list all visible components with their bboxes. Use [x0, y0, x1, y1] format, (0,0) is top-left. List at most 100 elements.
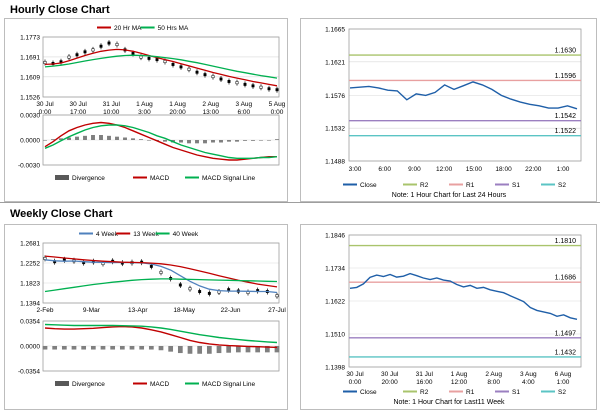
price-candle: [198, 290, 202, 293]
macd-ytick--0.0354: -0.0354: [18, 369, 40, 376]
level-label-s2: 1.1522: [555, 128, 577, 135]
divergence-bar: [52, 346, 58, 350]
divergence-bar: [110, 346, 116, 350]
close-xtick-time: 8:00: [487, 379, 500, 386]
price-legend-20-hr-ma: 20 Hr MA: [114, 25, 142, 32]
divergence-bar: [81, 346, 87, 350]
close-xtick-time: 4:00: [522, 379, 535, 386]
divergence-bar: [83, 135, 87, 140]
level-label-r1: 1.1596: [555, 73, 577, 80]
price-candle: [275, 294, 279, 298]
price-candle: [219, 77, 223, 81]
macd-legend-macd: MACD: [150, 175, 169, 182]
close-xtick-date: 30 Jul: [346, 371, 364, 378]
divergence-bar: [147, 140, 151, 141]
close-ytick-1.1398: 1.1398: [325, 365, 345, 372]
divergence-bar: [251, 140, 255, 141]
close-legend-r1: R1: [466, 389, 475, 396]
price-candle: [275, 88, 279, 92]
price-ytick-1.1823: 1.1823: [20, 281, 40, 288]
divergence-bar: [168, 346, 174, 352]
close-xtick-date: 30 Jul: [381, 371, 399, 378]
divergence-bar: [195, 140, 199, 144]
weekly-price-macd-chart: 1.2681 1.2252 1.1823 1.1394 4 Week 13 Week 40 …: [18, 231, 286, 388]
divergence-bar: [245, 346, 251, 353]
price-xtick-date: 2 Aug: [202, 101, 219, 108]
price-candle: [91, 48, 95, 52]
section-divider: [0, 202, 600, 203]
price-xtick-time: 3:00: [138, 109, 151, 116]
price-candle: [139, 55, 143, 59]
divergence-bar: [99, 135, 103, 140]
macd-ytick-0.0354: 0.0354: [20, 319, 40, 326]
price-legend-4-week: 4 Week: [96, 231, 119, 238]
divergence-bar: [90, 346, 96, 350]
price-xtick-date: 30 Jul: [69, 101, 87, 108]
price-candle: [131, 52, 135, 55]
price-candle: [188, 287, 192, 291]
close-xtick: 18:00: [495, 166, 512, 173]
close-legend-close: Close: [360, 389, 377, 396]
close-plot-area: [348, 28, 582, 162]
macd-line: [44, 121, 277, 161]
level-label-s1: 1.1497: [555, 330, 577, 337]
divergence-bar: [259, 140, 263, 141]
close-chart-note: Note: 1 Hour Chart for Last11 Week: [393, 399, 505, 406]
divergence-bar: [275, 139, 279, 140]
divergence-bar: [226, 346, 232, 353]
price-xtick-time: 10:00: [103, 109, 120, 116]
divergence-bar: [91, 135, 95, 140]
macd-ytick-0.0000: 0.0000: [20, 344, 40, 351]
close-ytick-1.1622: 1.1622: [325, 299, 345, 306]
close-line: [349, 81, 578, 110]
macd-legend-signal: MACD Signal Line: [202, 381, 255, 388]
price-xtick-time: 13:00: [203, 109, 220, 116]
macd-ytick--0.0030: -0.0030: [18, 163, 40, 170]
macd-signal-line: [44, 124, 278, 160]
close-legend-s2: S2: [558, 389, 566, 396]
price-xtick: 18-May: [173, 307, 195, 314]
price-xtick-time: 20:00: [169, 109, 186, 116]
macd-legend-divergence: Divergence: [72, 381, 105, 388]
divergence-bar: [100, 346, 106, 350]
price-candle: [67, 55, 71, 59]
price-candle: [147, 56, 151, 60]
close-line: [349, 272, 578, 320]
price-candle: [159, 270, 163, 274]
close-ytick-1.1734: 1.1734: [325, 266, 345, 273]
price-candle: [243, 82, 247, 86]
divergence-bar: [177, 346, 183, 354]
price-ytick-1.1394: 1.1394: [20, 301, 40, 308]
price-candle: [107, 41, 111, 45]
divergence-bar: [219, 140, 223, 143]
price-xtick: 27-Jul: [268, 307, 286, 314]
level-label-s2: 1.1432: [555, 349, 577, 356]
macd-legend-divergence: Divergence: [72, 175, 105, 182]
price-legend-13-week: 13 Week: [133, 231, 159, 238]
close-ytick-1.1532: 1.1532: [325, 126, 345, 133]
divergence-bar: [129, 346, 135, 350]
divergence-bar: [131, 138, 135, 140]
divergence-bar: [255, 346, 261, 353]
divergence-bar: [51, 139, 55, 140]
price-xtick-date: 3 Aug: [236, 101, 253, 108]
close-legend-r1: R1: [466, 182, 475, 189]
close-ytick-1.1846: 1.1846: [325, 233, 345, 240]
price-candle: [178, 283, 182, 287]
price-xtick-time: 17:00: [70, 109, 87, 116]
level-label-r2: 1.1810: [555, 238, 577, 245]
price-candle: [187, 67, 191, 71]
close-ytick-1.1488: 1.1488: [325, 159, 345, 166]
price-candle: [163, 60, 167, 63]
divergence-bar: [115, 136, 119, 140]
price-ytick-1.1773: 1.1773: [20, 35, 40, 42]
price-candle: [203, 73, 207, 77]
ma-line-50-hrs-ma: [44, 54, 278, 79]
price-candle: [43, 61, 47, 64]
price-candle: [43, 256, 47, 260]
divergence-bar: [235, 346, 241, 353]
price-xtick-date: 1 Aug: [136, 101, 153, 108]
price-ytick-1.1526: 1.1526: [20, 95, 40, 102]
price-ytick-1.1609: 1.1609: [20, 74, 40, 81]
price-ytick-1.2681: 1.2681: [20, 241, 40, 248]
